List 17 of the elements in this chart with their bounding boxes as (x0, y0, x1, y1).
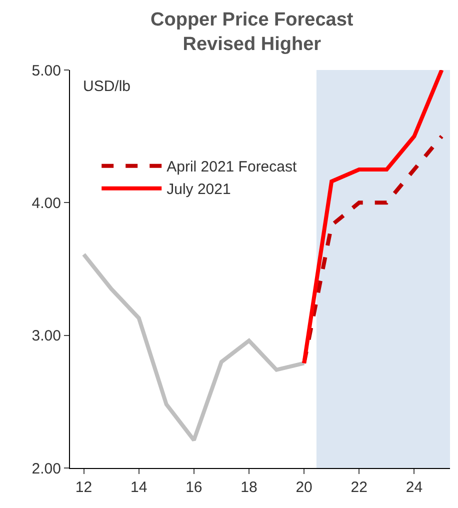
legend-label: July 2021 (166, 181, 231, 198)
chart-title: Copper Price Forecast Revised Higher (150, 9, 354, 56)
line-series (82, 252, 306, 442)
x-tick-label: 24 (406, 479, 423, 496)
x-tick-label: 20 (296, 479, 312, 496)
legend-label: April 2021 Forecast (166, 158, 298, 176)
y-tick-label: 4.00 (32, 194, 61, 212)
line-series (302, 70, 444, 366)
x-tick-label: 16 (186, 479, 202, 496)
x-tick-label: 12 (75, 479, 92, 496)
x-tick-label: 14 (130, 479, 148, 496)
x-tick-label: 18 (240, 479, 258, 496)
y-tick-label: 3.00 (32, 328, 61, 345)
y-tick-label: 5.00 (32, 62, 61, 80)
y-tick-label: 2.00 (32, 460, 61, 478)
y-axis-title: USD/lb (83, 78, 131, 95)
x-tick-label: 22 (350, 479, 368, 496)
